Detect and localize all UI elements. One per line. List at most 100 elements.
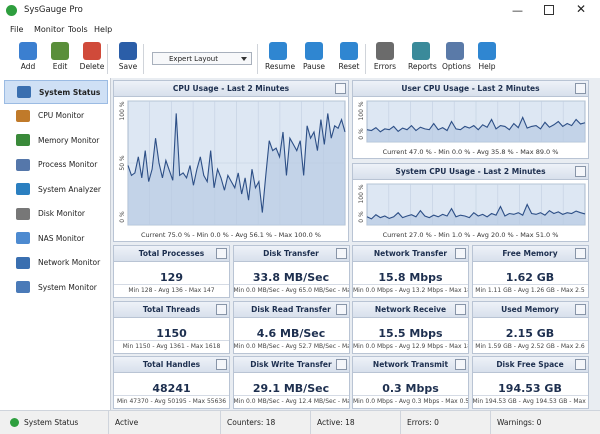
sidebar-item[interactable]: NAS Monitor <box>4 227 106 249</box>
graph-panel: CPU Usage - Last 2 Minutes Current 75.0 %… <box>113 80 349 242</box>
card-footer: Min 0.0 MB/Sec - Avg 65.0 MB/Sec - Max <box>233 284 349 297</box>
sidebar-icon <box>16 256 30 269</box>
toolbar-label: Options <box>442 62 471 71</box>
card-title: Network Receive <box>353 301 468 318</box>
maximize-button[interactable] <box>544 5 554 15</box>
card-footer: Min 0.0 Mbps - Avg 0.3 Mbps - Max 0.5 M <box>353 395 468 408</box>
toolbar-label: Save <box>118 62 138 71</box>
card-menu-button[interactable] <box>216 248 227 259</box>
sidebar-label: Memory Monitor <box>38 135 100 145</box>
sidebar-icon <box>16 207 30 220</box>
toolbar-icon <box>412 42 430 60</box>
toolbar-button[interactable]: Help <box>474 42 500 71</box>
toolbar-button[interactable]: Reset <box>336 42 362 71</box>
card-value: 0.3 Mbps <box>382 382 439 395</box>
card-menu-button[interactable] <box>574 303 586 315</box>
separator <box>365 44 366 74</box>
sidebar-item[interactable]: Memory Monitor <box>4 129 106 151</box>
sidebar-item[interactable]: System Monitor <box>4 276 106 298</box>
card-title: Total Processes <box>114 246 229 262</box>
sidebar-icon <box>16 281 30 293</box>
close-button[interactable]: ✕ <box>576 2 587 16</box>
sidebar-label: System Status <box>39 87 101 97</box>
window-title: SysGauge Pro <box>24 5 83 15</box>
sidebar-item[interactable]: CPU Monitor <box>4 105 106 127</box>
toolbar-button[interactable]: Reports <box>408 42 437 71</box>
graph-menu-button[interactable] <box>575 166 586 177</box>
toolbar-button[interactable]: Add <box>15 42 41 71</box>
card-title: Disk Transfer <box>233 246 349 262</box>
sidebar-item[interactable]: Disk Monitor <box>4 203 106 225</box>
toolbar-icon <box>340 42 358 60</box>
card-value: 129 <box>160 271 183 284</box>
toolbar-button[interactable]: Edit <box>47 42 73 71</box>
graph-panel: System CPU Usage - Last 2 Minutes Current… <box>352 163 589 242</box>
toolbar-button[interactable]: Errors <box>372 42 398 71</box>
sidebar-icon <box>16 109 30 122</box>
metric-card: Disk Transfer 33.8 MB/Sec Min 0.0 MB/Sec -… <box>232 245 350 298</box>
card-menu-button[interactable] <box>216 359 227 370</box>
toolbar-button[interactable]: Pause <box>301 42 327 71</box>
status-field: System Status <box>24 418 79 427</box>
card-title: Disk Write Transfer <box>233 357 349 373</box>
toolbar-icon <box>478 42 496 60</box>
toolbar-label: Delete <box>79 62 105 71</box>
card-menu-button[interactable] <box>335 359 347 370</box>
sidebar-icon <box>17 86 31 98</box>
menu-item[interactable]: Monitor <box>34 25 65 34</box>
toolbar-button[interactable]: Save <box>115 42 141 71</box>
layout-select[interactable]: Expert Layout <box>152 52 252 65</box>
card-title: Used Memory <box>472 301 588 318</box>
card-menu-button[interactable] <box>455 248 466 259</box>
card-value: 194.53 GB <box>498 382 562 395</box>
card-footer: Min 0.0 Mbps - Avg 13.2 Mbps - Max 18.9 <box>353 284 468 297</box>
toolbar-button[interactable]: Options <box>442 42 471 71</box>
toolbar-icon <box>19 42 37 60</box>
metric-card: Total Processes 129 Min 128 - Avg 136 - Ma… <box>113 245 230 298</box>
metric-card: Disk Read Transfer 4.6 MB/Sec Min 0.0 MB/S… <box>232 300 350 354</box>
sidebar: System Status CPU Monitor Memory Monitor Pr… <box>0 78 111 410</box>
sidebar-label: Process Monitor <box>38 160 98 169</box>
y-tick-label: 0 % <box>119 211 126 223</box>
card-footer: Min 1150 - Avg 1361 - Max 1618 <box>114 339 229 353</box>
metric-card: Network Transmit 0.3 Mbps Min 0.0 Mbps - A… <box>352 356 469 409</box>
toolbar-button[interactable]: Resume <box>265 42 295 71</box>
metric-card: Disk Write Transfer 29.1 MB/Sec Min 0.0 MB… <box>232 356 350 409</box>
sidebar-item[interactable]: System Status <box>4 80 108 104</box>
card-menu-button[interactable] <box>455 359 466 370</box>
toolbar-label: Edit <box>52 62 68 71</box>
card-footer: Min 0.0 MB/Sec - Avg 52.7 MB/Sec - Max <box>233 339 349 353</box>
line-area <box>367 117 585 142</box>
metric-card: Network Transfer 15.8 Mbps Min 0.0 Mbps - … <box>352 245 469 298</box>
sidebar-item[interactable]: System Analyzer <box>4 178 106 200</box>
minimize-button[interactable]: — <box>512 4 523 17</box>
sidebar-label: CPU Monitor <box>38 111 85 120</box>
card-menu-button[interactable] <box>335 248 347 259</box>
card-menu-button[interactable] <box>574 359 586 370</box>
metric-card: Free Memory 1.62 GB Min 1.11 GB - Avg 1.26… <box>471 245 589 298</box>
metric-card: Disk Free Space 194.53 GB Min 194.53 GB - … <box>471 356 589 409</box>
toolbar-button[interactable]: Delete <box>79 42 105 71</box>
card-menu-button[interactable] <box>574 248 586 259</box>
menu-item[interactable]: Help <box>94 25 113 34</box>
graph-footer: Current 47.0 % - Min 0.0 % - Avg 35.8 % … <box>382 148 559 156</box>
sidebar-label: Network Monitor <box>38 258 101 267</box>
sidebar-item[interactable]: Network Monitor <box>4 252 106 274</box>
main-area: CPU Usage - Last 2 Minutes Current 75.0 %… <box>111 78 600 410</box>
card-value: 2.15 GB <box>505 326 555 340</box>
graph-menu-button[interactable] <box>575 83 586 94</box>
line-area <box>128 113 345 225</box>
graph-footer: Current 27.0 % - Min 1.0 % - Avg 20.0 % … <box>382 231 559 239</box>
card-menu-button[interactable] <box>455 303 466 315</box>
sidebar-label: System Monitor <box>38 282 97 292</box>
graph: 0 % 50 % 100 % <box>119 100 346 226</box>
sidebar-item[interactable]: Process Monitor <box>4 154 106 176</box>
menu-item[interactable]: File <box>10 25 24 34</box>
card-menu-button[interactable] <box>335 303 347 315</box>
graph-menu-button[interactable] <box>335 83 346 94</box>
toolbar-icon <box>269 42 287 60</box>
menu-item[interactable]: Tools <box>68 25 88 34</box>
y-tick-label: 0 % <box>358 128 365 140</box>
card-value: 1.62 GB <box>505 271 555 284</box>
card-menu-button[interactable] <box>216 303 227 315</box>
